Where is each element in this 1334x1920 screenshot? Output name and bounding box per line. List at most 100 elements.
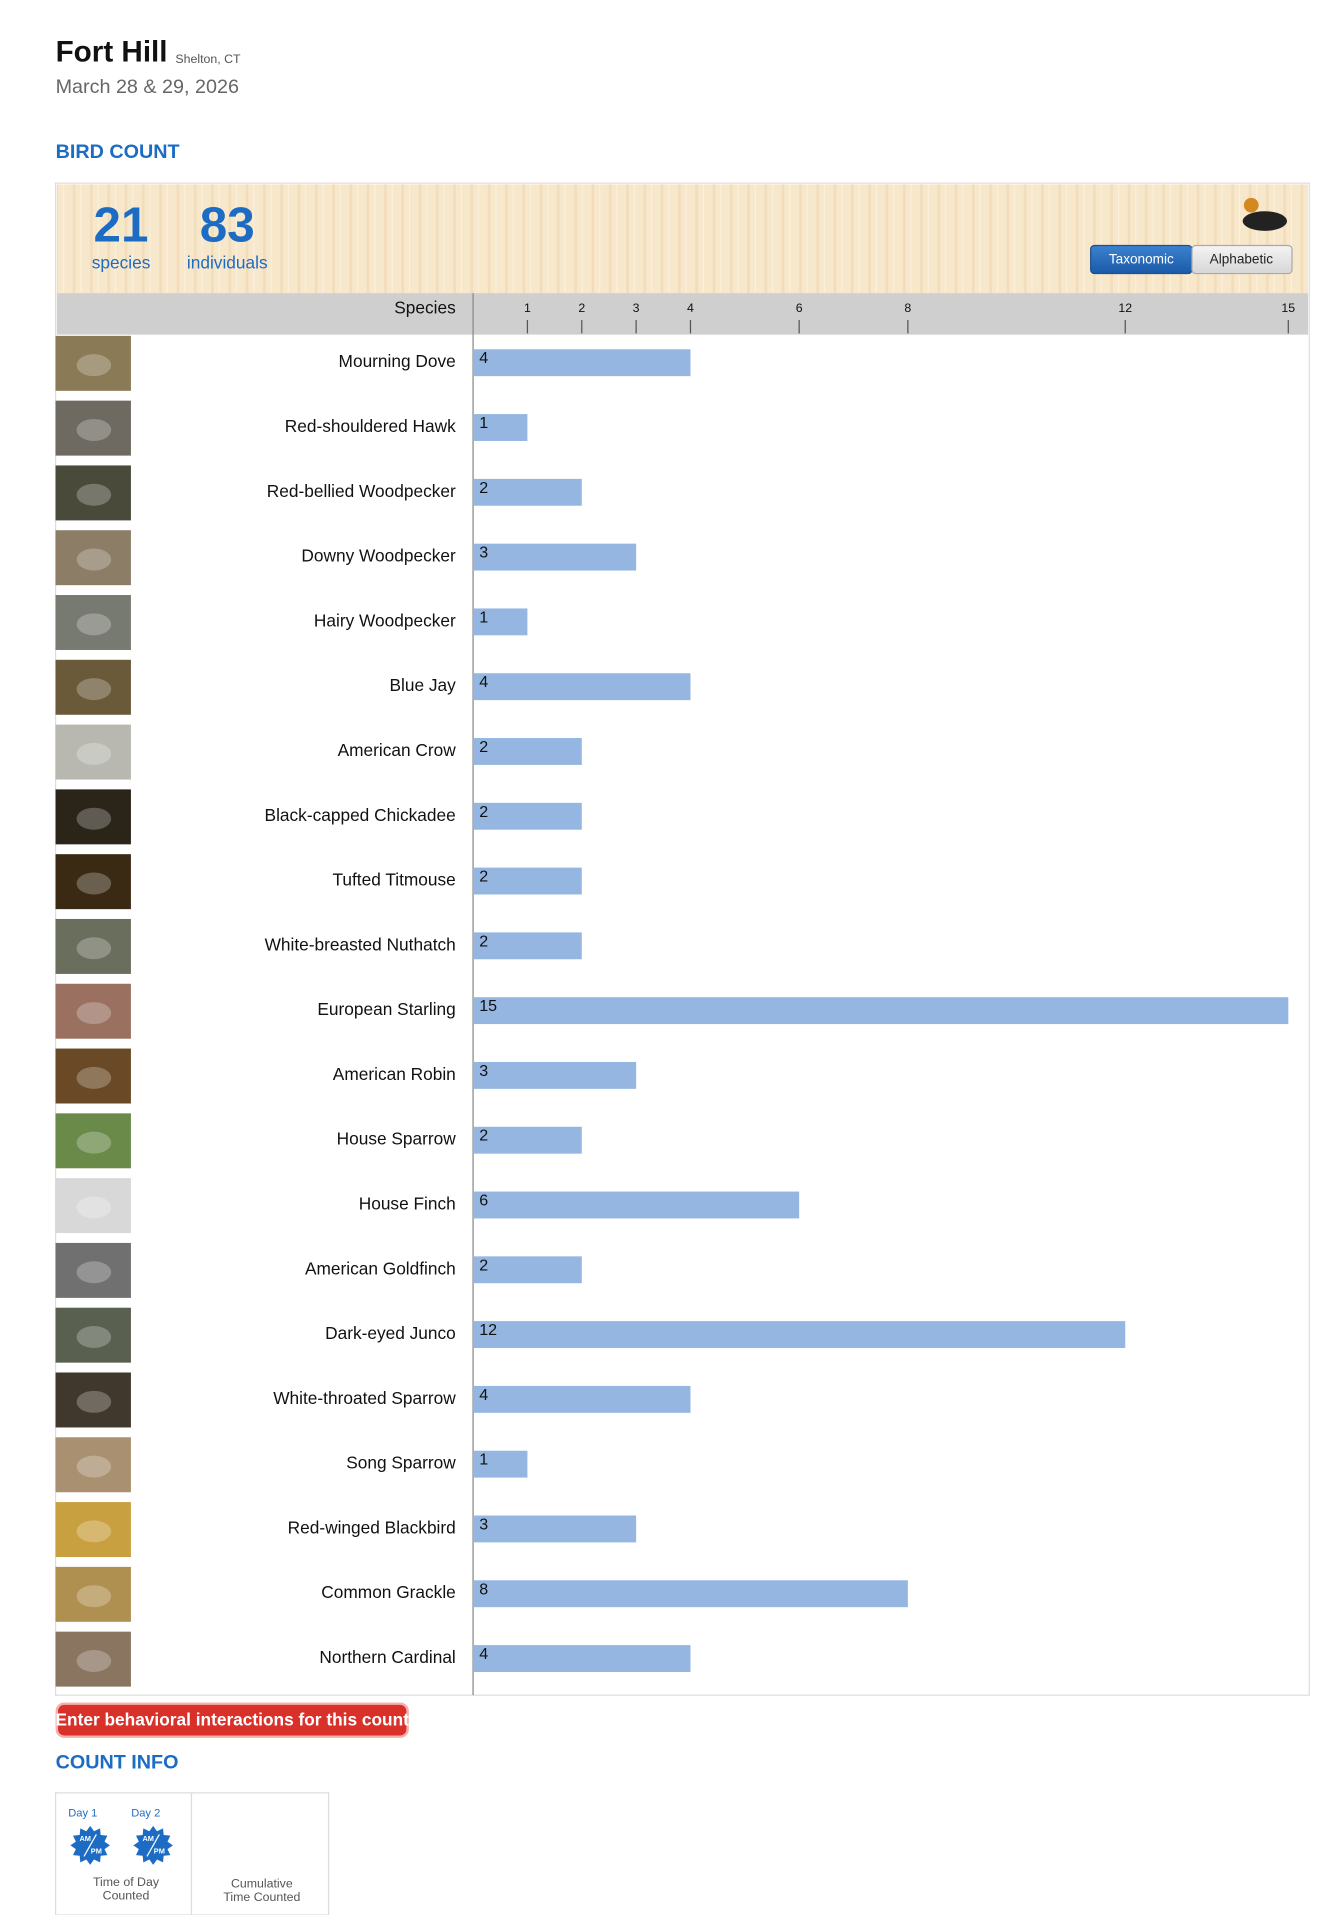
- bird-photo: [55, 400, 131, 456]
- bar: [473, 673, 691, 701]
- bird-photo-subject: [76, 1261, 112, 1284]
- bird-photo: [55, 335, 131, 391]
- bird-photo-subject: [76, 937, 112, 960]
- column-header: Species: [394, 298, 456, 318]
- species-label: House Sparrow: [337, 1129, 457, 1149]
- bar: [473, 932, 582, 960]
- x-tick-label: 8: [904, 301, 911, 315]
- bar: [473, 867, 582, 895]
- bird-photo: [55, 530, 131, 586]
- count-panel: [54, 182, 1310, 1696]
- value-label: 1: [479, 1452, 488, 1469]
- axis-strip: [56, 293, 1309, 335]
- bar: [473, 1450, 528, 1478]
- individuals-label: individuals: [187, 252, 268, 272]
- species-label: Song Sparrow: [346, 1453, 456, 1473]
- bird-photo-subject: [76, 1649, 112, 1672]
- bird-photo: [55, 1048, 131, 1104]
- value-label: 2: [479, 804, 488, 821]
- bar: [473, 1256, 582, 1284]
- species-label: Mourning Dove: [339, 351, 456, 371]
- species-label: American Robin: [333, 1064, 456, 1084]
- bird-photo: [55, 1113, 131, 1169]
- bird-photo-subject: [76, 1326, 112, 1349]
- bird-photo-subject: [76, 1455, 112, 1478]
- value-label: 6: [479, 1193, 488, 1210]
- bar: [473, 1061, 637, 1089]
- button-label[interactable]: Enter behavioral interactions for this c…: [55, 1709, 409, 1729]
- species-label: Black-capped Chickadee: [265, 805, 456, 825]
- day-label: Day 2: [131, 1808, 160, 1820]
- x-tick-label: 4: [687, 301, 694, 315]
- value-label: 8: [479, 1581, 488, 1598]
- bar: [473, 802, 582, 830]
- bird-photo: [55, 595, 131, 650]
- bar: [473, 414, 528, 441]
- value-label: 15: [479, 998, 497, 1015]
- location: Shelton, CT: [175, 52, 241, 66]
- date: March 28 & 29, 2026: [56, 76, 239, 98]
- value-label: 1: [479, 609, 488, 626]
- x-tick-label: 1: [524, 301, 531, 315]
- bird-photo-subject: [76, 1066, 112, 1089]
- bird-photo: [55, 1437, 131, 1493]
- pm-label: PM: [154, 1846, 165, 1855]
- value-label: 2: [479, 933, 488, 950]
- bird-photo: [55, 918, 131, 974]
- bar: [473, 608, 528, 636]
- value-label: 3: [479, 1063, 488, 1080]
- x-tick-label: 12: [1118, 301, 1132, 315]
- am-label: AM: [142, 1834, 154, 1843]
- species-label: White-breasted Nuthatch: [265, 934, 456, 954]
- bird-photo-subject: [76, 1131, 112, 1154]
- section-heading: BIRD COUNT: [56, 141, 180, 163]
- bird-photo: [55, 854, 131, 910]
- bird-photo-subject: [76, 807, 112, 830]
- value-label: 4: [479, 1646, 488, 1663]
- bird-photo: [55, 465, 131, 521]
- bird-photo: [55, 1307, 131, 1363]
- bird-photo: [55, 1631, 131, 1687]
- section-heading: COUNT INFO: [56, 1752, 179, 1774]
- bird-photo-subject: [76, 678, 112, 701]
- sort-label[interactable]: Taxonomic: [1109, 252, 1174, 267]
- bird-photo-subject: [76, 1585, 112, 1608]
- bird-photo-subject: [76, 1196, 112, 1219]
- value-label: 4: [479, 350, 488, 367]
- x-tick-label: 15: [1281, 301, 1295, 315]
- sort-alphabetic[interactable]: [1191, 244, 1293, 275]
- sort-label[interactable]: Alphabetic: [1210, 252, 1274, 267]
- time-icon-slash: [146, 1834, 160, 1857]
- bird-photo: [55, 1502, 131, 1558]
- day-label: Day 1: [68, 1808, 97, 1820]
- bird-photo-subject: [76, 872, 112, 895]
- pm-label: PM: [91, 1846, 102, 1855]
- species-label: European Starling: [317, 999, 455, 1019]
- bar: [473, 738, 582, 765]
- value-label: 3: [479, 1517, 488, 1534]
- bird-photo-subject: [76, 742, 112, 765]
- value-label: 4: [479, 674, 488, 691]
- bird-photo: [55, 1566, 131, 1622]
- value-label: 3: [479, 545, 488, 562]
- bird-photo: [55, 789, 131, 845]
- species-label: White-throated Sparrow: [273, 1388, 456, 1408]
- feeder-icon: [1242, 211, 1288, 231]
- bird-photo: [55, 1372, 131, 1428]
- species-count: 21: [94, 199, 149, 253]
- value-label: 1: [479, 415, 488, 432]
- species-label: House Finch: [359, 1194, 456, 1214]
- bird-photo-subject: [76, 1520, 112, 1543]
- x-tick-label: 6: [796, 301, 803, 315]
- bird-photo-subject: [76, 418, 112, 441]
- interactions-button[interactable]: [55, 1702, 409, 1738]
- bar: [473, 1385, 691, 1413]
- individuals-count: 83: [200, 199, 255, 253]
- value-label: 2: [479, 739, 488, 756]
- title: Fort Hill: [56, 36, 168, 69]
- species-label: American Crow: [338, 740, 457, 760]
- bird-photo-subject: [76, 483, 112, 506]
